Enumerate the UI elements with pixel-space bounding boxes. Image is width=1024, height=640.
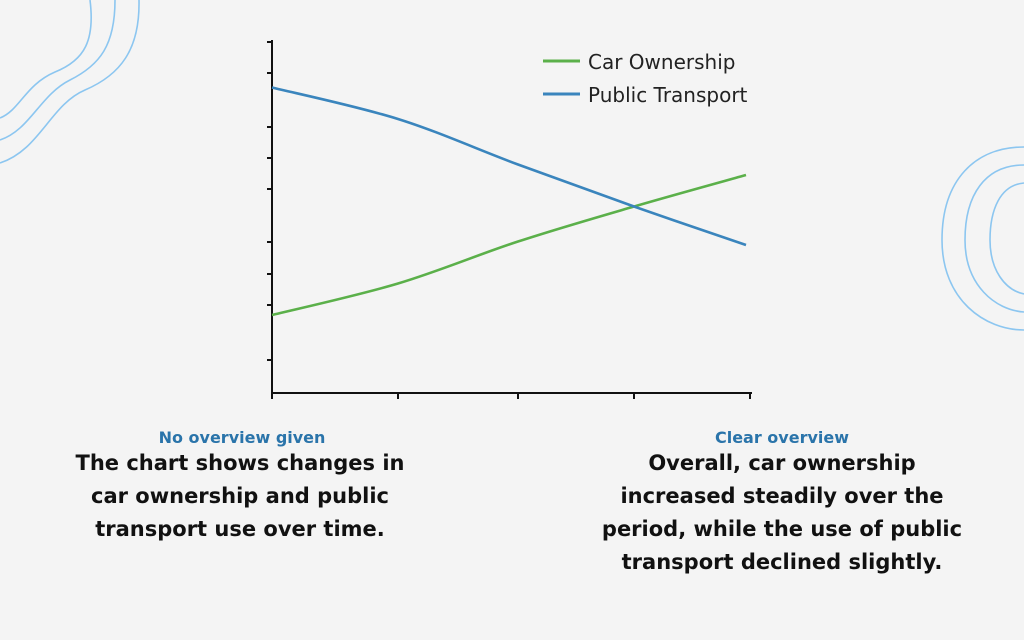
legend-label-car: Car Ownership [588, 50, 735, 74]
left-text: The chart shows changes in car ownership… [75, 451, 405, 541]
series-line-public-transport [271, 86, 747, 247]
series-line-car-ownership [271, 173, 747, 317]
legend: Car Ownership Public Transport [543, 50, 748, 107]
legend-label-public: Public Transport [588, 83, 748, 107]
wave-line [0, 0, 140, 164]
ring-line [964, 164, 1024, 313]
wave-line [0, 0, 116, 141]
right-text: Overall, car ownership increased steadil… [601, 451, 963, 574]
right-label: Clear overview [714, 428, 850, 447]
ring-line [941, 146, 1024, 331]
left-label: No overview given [158, 428, 326, 447]
wave-line [0, 0, 92, 119]
ring-line [989, 182, 1024, 295]
